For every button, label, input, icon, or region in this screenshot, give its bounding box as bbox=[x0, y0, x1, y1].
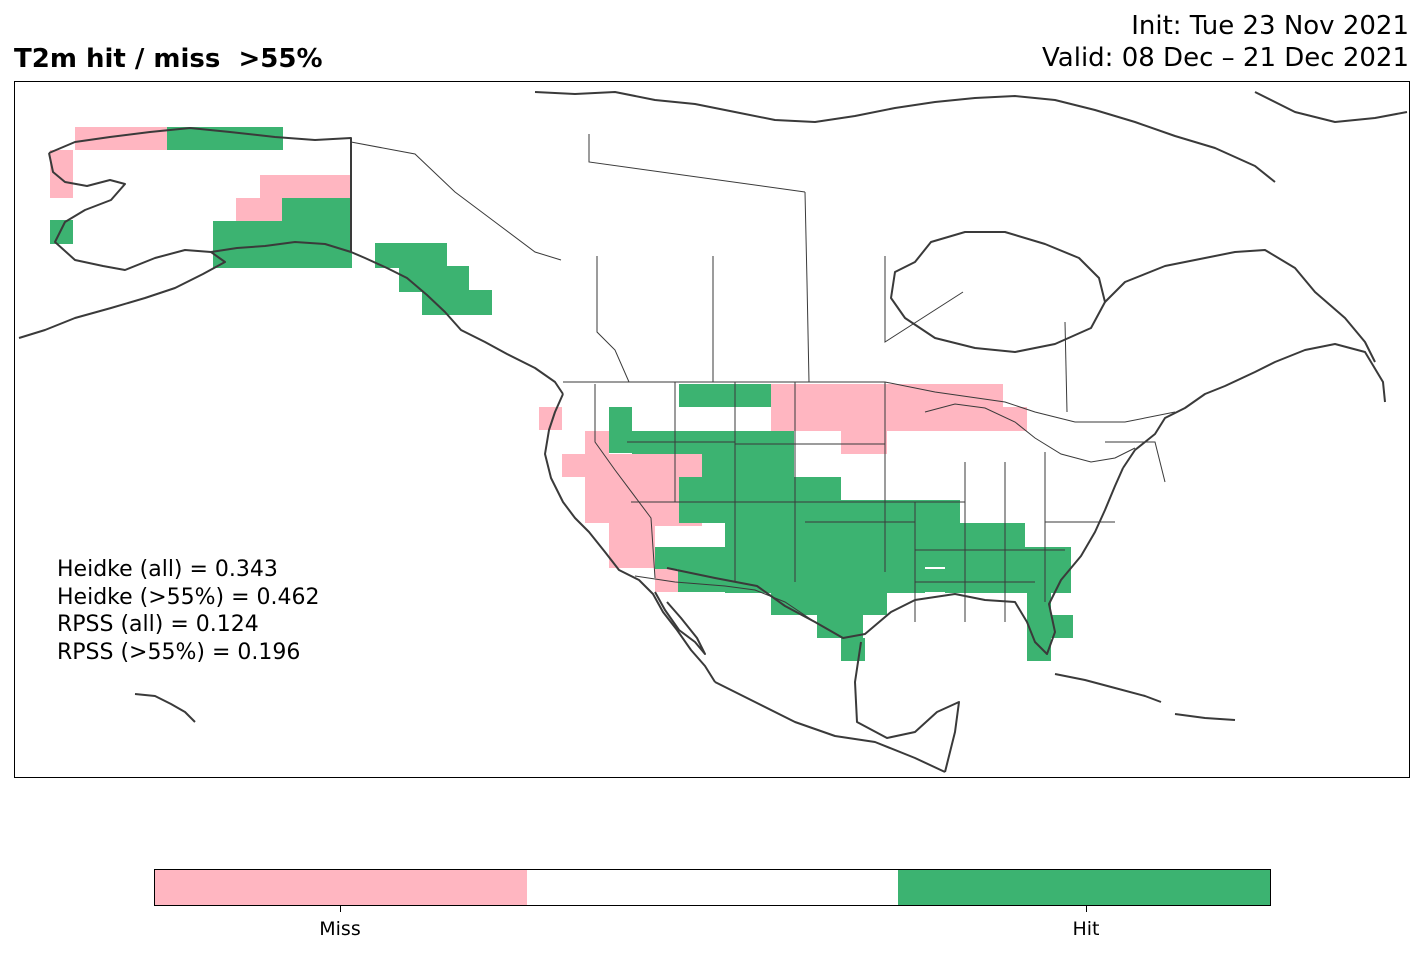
hit-cell-38 bbox=[771, 592, 863, 615]
border-west-states bbox=[594, 382, 1166, 622]
hit-cell-18 bbox=[609, 407, 632, 453]
skill-scores: Heidke (all) = 0.343 Heidke (>55%) = 0.4… bbox=[57, 556, 320, 666]
hit-cell-22 bbox=[702, 431, 794, 477]
coastline-labrador bbox=[1104, 249, 1376, 363]
colorbar-miss-segment bbox=[155, 870, 527, 905]
coastline-cuba bbox=[1054, 673, 1162, 703]
hit-cell-10 bbox=[422, 290, 492, 315]
coastline-baja bbox=[654, 591, 706, 655]
coastline bbox=[18, 91, 1408, 773]
coastline-arctic bbox=[534, 91, 1276, 183]
map-grid bbox=[50, 127, 1073, 661]
miss-cell-15 bbox=[841, 407, 887, 454]
miss-cell-5 bbox=[236, 198, 282, 221]
colorbar-label-miss: Miss bbox=[319, 918, 361, 940]
hit-cell-30 bbox=[725, 523, 825, 593]
hit-cell-39 bbox=[817, 615, 863, 638]
hit-cell-28 bbox=[817, 477, 841, 500]
coastline-west-us bbox=[544, 393, 716, 683]
colorbar-label-hit: Hit bbox=[1072, 918, 1100, 940]
hit-cell-42 bbox=[1027, 592, 1051, 615]
date-block: Init: Tue 23 Nov 2021 Valid: 08 Dec – 21… bbox=[1042, 10, 1409, 74]
hit-cell-11 bbox=[679, 384, 783, 407]
hit-cell-3 bbox=[50, 220, 73, 244]
hit-cell-29 bbox=[795, 500, 960, 523]
coastline-mexico-west bbox=[714, 681, 946, 773]
hit-cell-40 bbox=[841, 638, 865, 661]
hit-cell-9 bbox=[399, 266, 469, 292]
heidke-all: Heidke (all) = 0.343 bbox=[57, 557, 278, 582]
coastline-hawaii bbox=[134, 693, 196, 723]
colorbar-tick-hit bbox=[1086, 906, 1087, 912]
coastline-greenland bbox=[1254, 91, 1408, 123]
hit-cell-31 bbox=[825, 523, 925, 593]
hit-cell-6 bbox=[282, 198, 352, 268]
border-yukon-nwt bbox=[350, 141, 562, 261]
coastline-alaska-west bbox=[18, 152, 226, 339]
colorbar-neutral-segment bbox=[526, 870, 899, 905]
map-panel[interactable] bbox=[14, 81, 1410, 778]
init-date: Init: Tue 23 Nov 2021 bbox=[1131, 11, 1409, 41]
border-bc-alberta bbox=[596, 256, 630, 383]
coastline-gulf bbox=[666, 467, 1124, 655]
border-us-canada bbox=[563, 381, 1176, 423]
hit-cell-44 bbox=[1027, 638, 1051, 661]
miss-cell-14 bbox=[771, 407, 841, 431]
hit-cell-41 bbox=[863, 592, 887, 615]
border-us-mexico bbox=[634, 575, 816, 623]
colorbar-tick-miss bbox=[340, 906, 341, 912]
coastline-hudson-bay bbox=[890, 231, 1106, 353]
border-quebec-ontario bbox=[1064, 321, 1068, 413]
coastline-yucatan bbox=[854, 641, 960, 773]
heidke-55: Heidke (>55%) = 0.462 bbox=[57, 584, 320, 610]
border-sask-manitoba bbox=[804, 191, 810, 383]
border-great-lakes bbox=[924, 403, 1136, 463]
miss-cell-0 bbox=[75, 127, 167, 150]
chart-title: T2m hit / miss >55% bbox=[14, 44, 323, 74]
coastline-hispaniola bbox=[1174, 713, 1236, 721]
hit-cell-37 bbox=[925, 569, 1025, 592]
miss-cell-16 bbox=[887, 407, 1027, 431]
miss-cell-4 bbox=[260, 175, 352, 198]
miss-cell-33 bbox=[609, 523, 655, 568]
coastline-east bbox=[1122, 343, 1386, 469]
map-canvas bbox=[18, 91, 1408, 773]
hit-cell-1 bbox=[167, 127, 283, 150]
border-nunavut bbox=[588, 134, 806, 193]
colorbar-hit-segment bbox=[898, 870, 1271, 905]
state-borders bbox=[350, 134, 1176, 623]
hit-cell-26 bbox=[679, 500, 725, 523]
rpss-55: RPSS (>55%) = 0.196 bbox=[57, 639, 301, 665]
border-manitoba-ontario bbox=[884, 256, 964, 343]
colorbar bbox=[154, 869, 1271, 906]
coastline-alaska bbox=[48, 127, 564, 395]
miss-cell-2 bbox=[50, 150, 73, 198]
miss-cell-13 bbox=[771, 384, 1003, 408]
miss-cell-17 bbox=[539, 407, 562, 430]
rpss-all: RPSS (all) = 0.124 bbox=[57, 612, 259, 637]
hit-cell-8 bbox=[375, 243, 447, 268]
hit-cell-43 bbox=[1027, 615, 1073, 638]
valid-dates: Valid: 08 Dec – 21 Dec 2021 bbox=[1042, 43, 1409, 73]
miss-cell-20 bbox=[562, 454, 609, 477]
hit-cell-24 bbox=[679, 477, 725, 500]
coastline-alaska-south bbox=[210, 241, 352, 253]
